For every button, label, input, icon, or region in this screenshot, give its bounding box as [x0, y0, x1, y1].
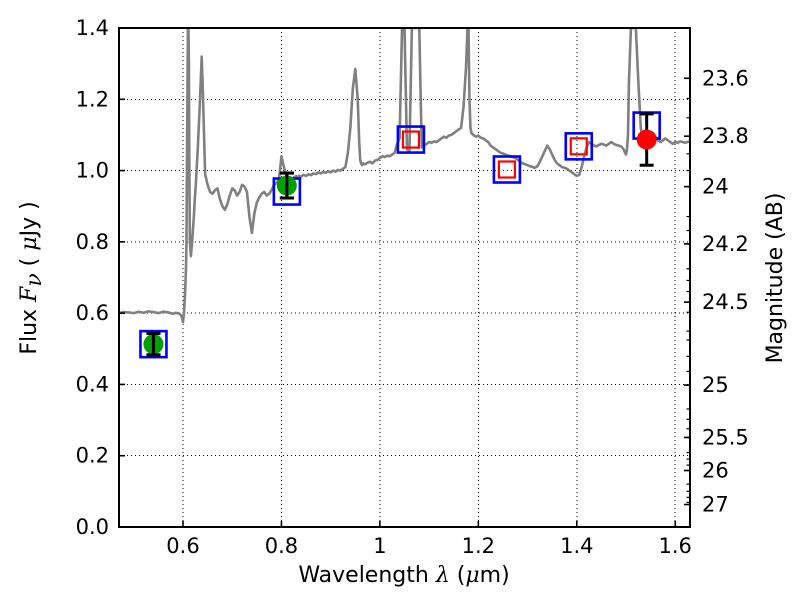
y-tick-label-right: 24: [702, 175, 729, 199]
data-point-point-6: [632, 111, 661, 167]
y-axis-title-left: Flux Fν ( μJy ): [17, 201, 47, 354]
axis-ticks: [119, 27, 690, 528]
y-tick-label-right: 26: [702, 459, 729, 483]
y-axis-title-right: Magnitude (AB): [763, 193, 788, 364]
x-tick-label: 1: [373, 534, 386, 558]
magnitude-axis-label: Magnitude (AB): [763, 193, 788, 364]
y-tick-label-right: 24.2: [702, 232, 749, 256]
x-tick-label: 1.6: [659, 534, 692, 558]
axis-tick-labels: 0.6 0.8 1 1.2 1.4 1.6 0.0 0.2 0.4 0.6 0.8 1.0 1.2 1.4…: [76, 16, 749, 558]
y-tick-label-right: 23.8: [702, 124, 749, 148]
data-point-point-1: [139, 329, 168, 359]
x-tick-label: 1.2: [462, 534, 495, 558]
data-point-point-3: [396, 125, 426, 154]
data-point-point-5: [564, 132, 594, 161]
y-tick-label-right: 25: [702, 373, 729, 397]
y-tick-label-left: 0.6: [76, 301, 109, 325]
svg-text:Flux Fν ( μJy ): Flux Fν ( μJy ): [17, 201, 47, 354]
x-tick-label: 0.8: [265, 534, 298, 558]
y-tick-label-right: 25.5: [702, 425, 749, 449]
y-tick-label-left: 0.0: [76, 515, 109, 539]
y-tick-label-left: 0.2: [76, 444, 109, 468]
x-tick-label: 0.6: [166, 534, 199, 558]
x-tick-label: 1.4: [560, 534, 593, 558]
data-points: [139, 111, 661, 359]
y-tick-label-left: 1.2: [76, 87, 109, 111]
y-tick-label-right: 27: [702, 493, 729, 517]
data-point-point-2: [272, 171, 302, 206]
axes-frame: [118, 27, 691, 528]
x-axis-title: Wavelength λ (μm): [298, 563, 509, 588]
y-tick-label-left: 1.4: [76, 16, 109, 40]
data-point-point-4: [492, 155, 522, 184]
y-tick-label-right: 23.6: [702, 66, 749, 90]
y-tick-label-left: 1.0: [76, 159, 109, 183]
y-tick-label-right: 24.5: [702, 290, 749, 314]
y-tick-label-left: 0.8: [76, 230, 109, 254]
y-tick-label-left: 0.4: [76, 372, 109, 396]
svg-text:Wavelength λ (μm): Wavelength λ (μm): [298, 563, 509, 588]
